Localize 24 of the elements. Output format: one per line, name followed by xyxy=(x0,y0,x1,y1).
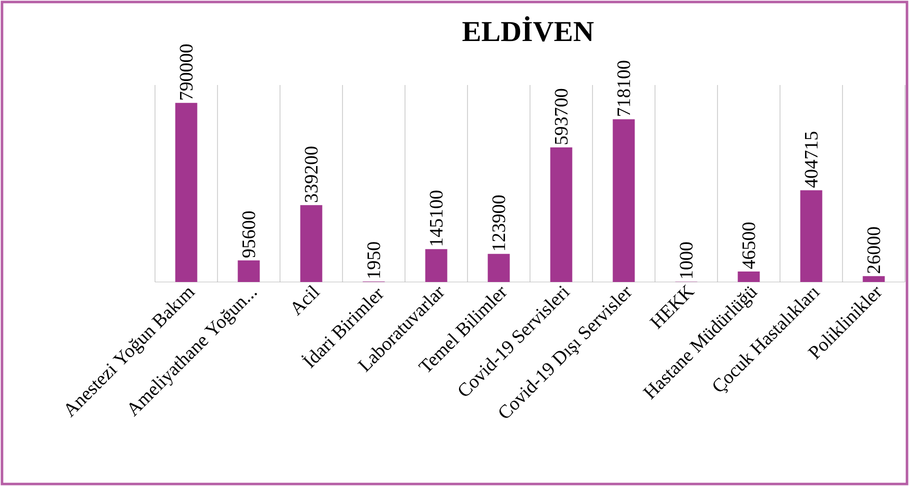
bar xyxy=(550,147,572,282)
data-label: 1000 xyxy=(680,242,693,278)
bar xyxy=(800,190,822,282)
data-label: 718100 xyxy=(617,60,630,116)
data-label: 339200 xyxy=(304,146,318,202)
bar xyxy=(862,276,885,282)
data-label: 1950 xyxy=(367,242,380,278)
data-label: 790000 xyxy=(180,44,193,100)
chart-title: ELDİVEN xyxy=(462,16,594,42)
bar xyxy=(488,254,510,282)
bar xyxy=(300,205,322,282)
bar xyxy=(175,102,198,282)
data-label: 145100 xyxy=(430,190,443,246)
x-tick-label: Acil xyxy=(292,285,320,316)
bar xyxy=(238,260,260,282)
bar xyxy=(425,249,448,282)
data-label: 123900 xyxy=(492,195,506,250)
data-label: 46500 xyxy=(742,222,756,269)
data-label: 404715 xyxy=(804,132,818,188)
bar xyxy=(738,271,760,282)
data-label: 593700 xyxy=(554,88,568,144)
bar xyxy=(612,119,635,282)
data-label: 26000 xyxy=(867,227,880,274)
data-label: 95600 xyxy=(242,211,256,258)
